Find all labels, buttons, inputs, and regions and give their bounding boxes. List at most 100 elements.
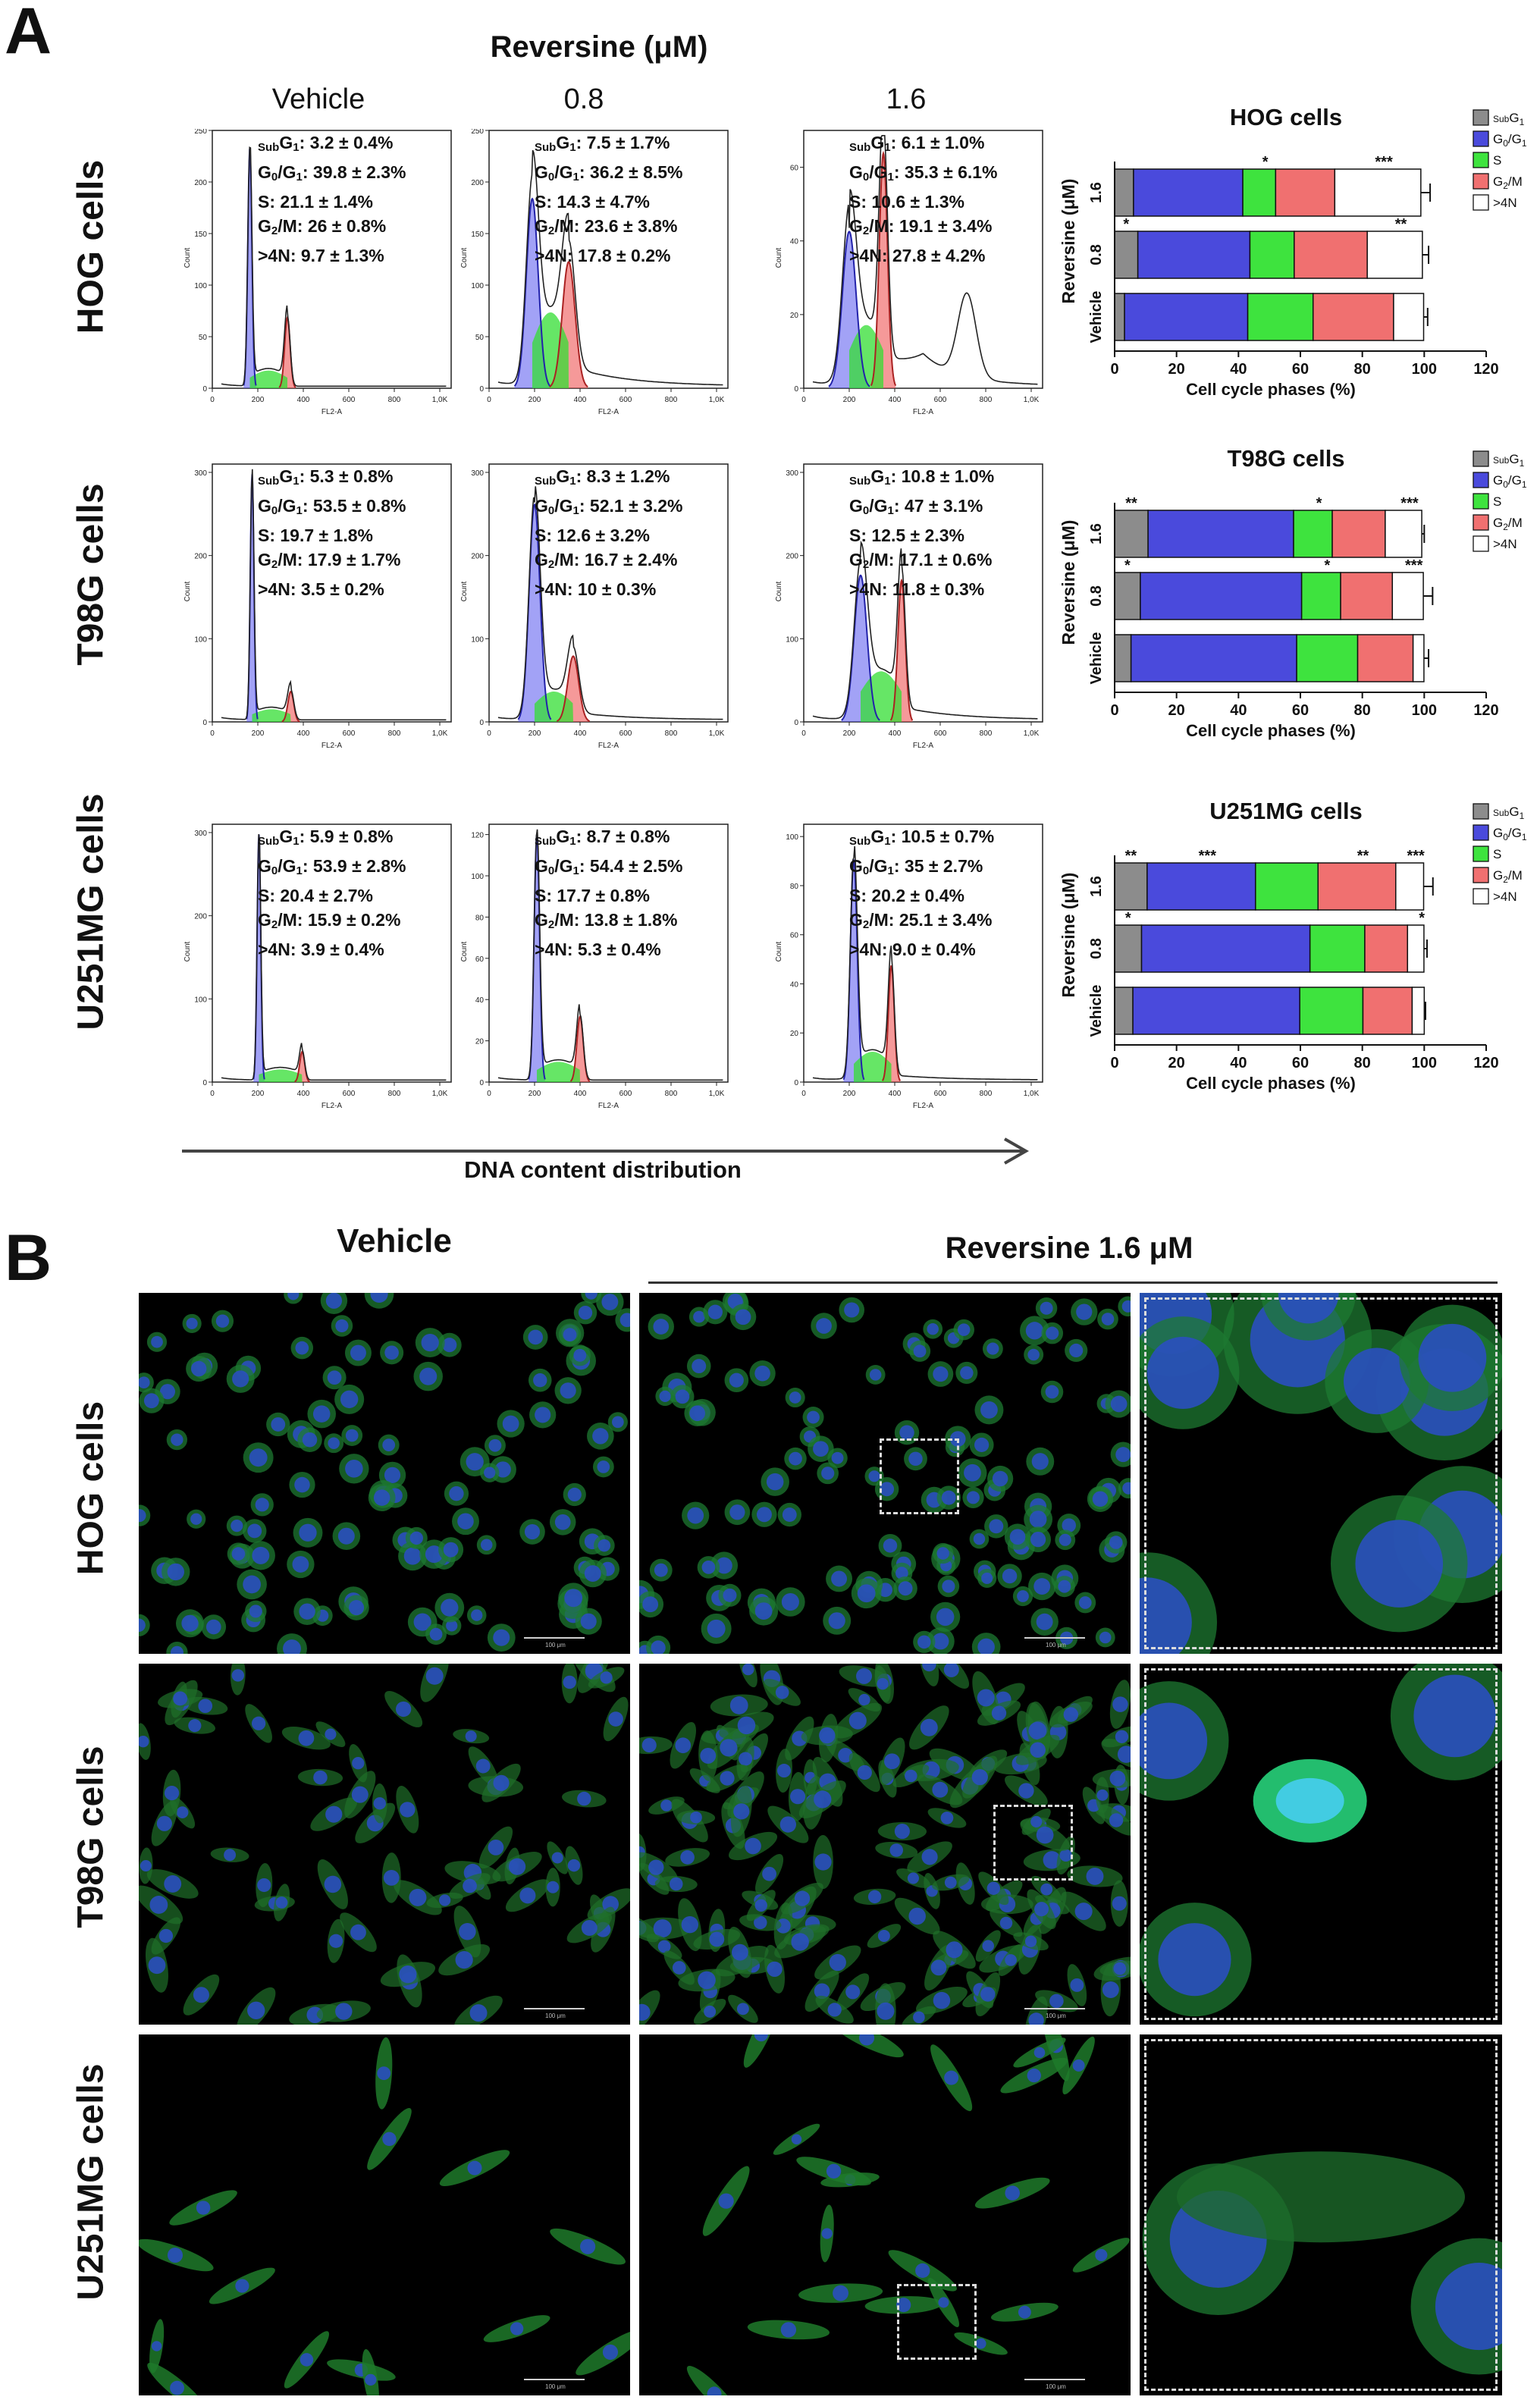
y-tick-label: 100 (471, 282, 484, 290)
scale-bar-label: 100 μm (545, 2383, 566, 2390)
bar-segment (1114, 572, 1141, 620)
x-tick-label: 400 (297, 1090, 310, 1098)
scale-bar-label: 100 μm (1046, 2383, 1066, 2390)
legend-swatch (1473, 173, 1489, 190)
y-tick-label: 120 (471, 832, 484, 840)
significance-mark: * (1123, 216, 1129, 233)
significance-mark: ** (1125, 848, 1137, 864)
histogram: 0 100 200 300 0 200 400 600 800 1,0K FL2-A Count (182, 463, 466, 766)
bar-xlabel: Cell cycle phases (%) (1186, 721, 1356, 740)
y-tick-label: 50 (199, 334, 208, 342)
histogram-ylabel: Count (460, 941, 469, 962)
x-tick-label: 600 (343, 396, 356, 404)
x-tick-label: 400 (889, 1090, 902, 1098)
histogram-curve (812, 540, 1038, 720)
bar-segment (1140, 572, 1303, 620)
histogram-curve (221, 469, 447, 721)
bar-segment (1132, 987, 1300, 1035)
histogram-frame (488, 823, 729, 1083)
histogram-curve (812, 845, 1038, 1081)
bar-segment (1249, 231, 1295, 279)
y-tick-label: 150 (194, 231, 207, 239)
histogram-frame (803, 823, 1043, 1083)
bar-x-tick-label: 40 (1230, 702, 1247, 719)
significance-mark: ** (1125, 495, 1137, 512)
x-tick-label: 600 (934, 396, 947, 404)
bar-x-tick-label: 0 (1110, 361, 1118, 378)
histogram-frame (803, 463, 1043, 723)
bar-segment (1366, 231, 1423, 279)
y-tick-label: 150 (471, 231, 484, 239)
micrograph-zoom-inset (1140, 2034, 1502, 2395)
bar-segment (1130, 634, 1297, 682)
x-tick-label: 1,0K (709, 1090, 725, 1098)
histogram-ylabel: Count (183, 247, 192, 268)
x-tick-label: 400 (889, 396, 902, 404)
y-tick-label: 60 (790, 165, 799, 173)
significance-mark: * (1262, 154, 1269, 171)
legend-swatch (1473, 514, 1489, 531)
micrograph (639, 1664, 1131, 2025)
histogram-xlabel: FL2-A (321, 742, 343, 750)
x-tick-label: 600 (619, 729, 632, 738)
roi-box (897, 2284, 977, 2360)
x-tick-label: 1,0K (432, 729, 448, 738)
scale-bar (524, 1637, 585, 1639)
bar-segment (1300, 572, 1341, 620)
histogram-curve (497, 486, 723, 720)
bar-x-tick-label: 60 (1292, 1055, 1309, 1071)
significance-mark: *** (1199, 848, 1217, 864)
bar-chart-title: T98G cells (1227, 445, 1344, 472)
legend-swatch (1473, 867, 1489, 883)
significance-mark: * (1125, 910, 1131, 927)
y-tick-label: 200 (194, 553, 207, 561)
legend-label: G2/M (1493, 516, 1523, 532)
phase-stats: SubG1: 10.5 ± 0.7% G0/G1: 35 ± 2.7% S: 20.… (849, 827, 995, 959)
bar-segment (1299, 987, 1364, 1035)
phase-stats: SubG1: 6.1 ± 1.0% G0/G1: 35.3 ± 6.1% S: 10… (849, 133, 998, 265)
y-tick-label: 0 (202, 1079, 207, 1087)
y-tick-label: 0 (479, 385, 484, 394)
y-tick-label: 40 (790, 238, 799, 246)
histogram: 0 20 40 60 80 100 120 0 200 400 600 800 1,0K FL2-A Cou… (459, 823, 743, 1126)
x-tick-label: 400 (574, 1090, 587, 1098)
x-tick-label: 800 (665, 729, 678, 738)
category-label: 1.6 (1088, 182, 1105, 203)
x-tick-label: 800 (388, 729, 401, 738)
significance-mark: * (1324, 557, 1330, 574)
scale-bar (524, 2379, 585, 2380)
roi-box (880, 1438, 959, 1514)
g1-fit-line (841, 574, 880, 721)
y-tick-label: 100 (471, 873, 484, 881)
legend-swatch (1473, 472, 1489, 488)
y-tick-label: 0 (479, 719, 484, 727)
bar-segment (1334, 168, 1422, 217)
y-tick-label: 300 (194, 830, 207, 838)
y-tick-label: 100 (471, 635, 484, 644)
histogram-curve (221, 833, 447, 1081)
phase-stats: SubG1: 8.3 ± 1.2% G0/G1: 52.1 ± 3.2% S: 12… (535, 466, 683, 599)
y-tick-label: 250 (471, 129, 484, 136)
histogram-ylabel: Count (183, 581, 192, 601)
bar-ylabel: Reversine (μM) (1059, 520, 1078, 645)
bar-segment (1391, 572, 1424, 620)
phase-stats: SubG1: 7.5 ± 1.7% G0/G1: 36.2 ± 8.5% S: 14… (535, 133, 683, 265)
bar-xlabel: Cell cycle phases (%) (1186, 1074, 1356, 1093)
bar-x-tick-label: 80 (1354, 1055, 1371, 1071)
bar-segment (1247, 293, 1314, 341)
bar-segment (1124, 293, 1249, 341)
micrograph-zoom-inset (1140, 1293, 1502, 1654)
vehicle-title: Vehicle (337, 1222, 452, 1260)
category-label: Vehicle (1088, 632, 1105, 685)
phase-stats: SubG1: 5.9 ± 0.8% G0/G1: 53.9 ± 2.8% S: 20… (258, 827, 406, 959)
phase-stats: SubG1: 10.8 ± 1.0% G0/G1: 47 ± 3.1% S: 12.… (849, 466, 995, 599)
y-tick-label: 0 (794, 1079, 798, 1087)
bar-segment (1340, 572, 1394, 620)
x-tick-label: 0 (210, 729, 215, 738)
histogram: 0 100 200 300 0 200 400 600 800 1,0K FL2-A Count (459, 463, 743, 766)
y-tick-label: 300 (194, 469, 207, 478)
x-tick-label: 800 (980, 396, 993, 404)
x-tick-label: 0 (210, 396, 215, 404)
